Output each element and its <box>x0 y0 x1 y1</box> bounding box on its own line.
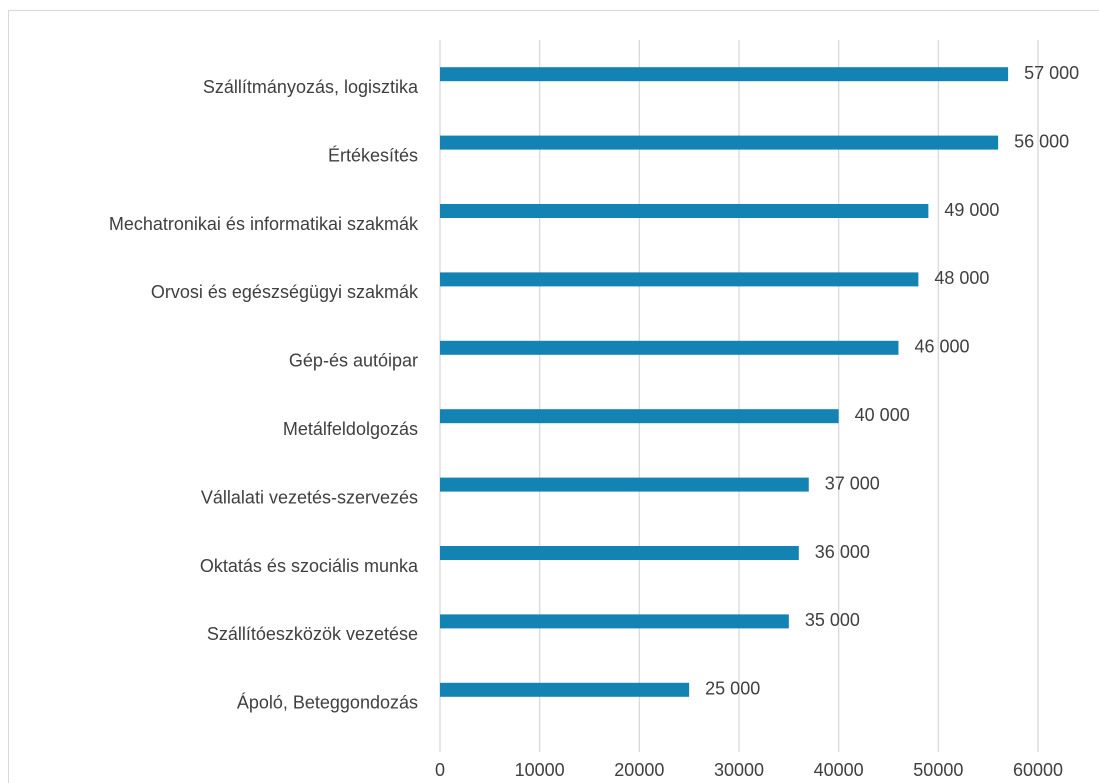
value-label: 36 000 <box>815 542 870 562</box>
value-label: 25 000 <box>705 679 760 699</box>
y-tick-label: Szállítmányozás, logisztika <box>203 77 419 97</box>
x-tick-label: 50000 <box>913 760 963 780</box>
value-label: 40 000 <box>855 405 910 425</box>
x-tick-label: 0 <box>435 760 445 780</box>
y-tick-label: Ápoló, Beteggondozás <box>237 693 418 713</box>
value-label: 35 000 <box>805 610 860 630</box>
bar <box>440 204 929 218</box>
y-tick-label: Mechatronikai és informatikai szakmák <box>109 214 419 234</box>
bar <box>440 477 809 492</box>
value-label: 56 000 <box>1014 131 1069 151</box>
bar <box>440 682 690 697</box>
y-tick-label: Szállítóeszközök vezetése <box>207 624 418 644</box>
bar <box>440 67 1009 82</box>
y-tick-label: Metálfeldolgozás <box>283 419 418 439</box>
chart-frame <box>8 10 1099 783</box>
y-tick-label: Orvosi és egészségügyi szakmák <box>151 282 419 302</box>
bar <box>440 614 789 629</box>
x-tick-label: 20000 <box>614 760 664 780</box>
x-tick-label: 40000 <box>814 760 864 780</box>
x-tick-label: 10000 <box>515 760 565 780</box>
value-label: 57 000 <box>1024 63 1079 83</box>
value-label: 49 000 <box>944 200 999 220</box>
bar <box>440 135 999 150</box>
y-tick-label: Vállalati vezetés-szervezés <box>201 487 418 507</box>
bar <box>440 546 799 560</box>
bar <box>440 409 839 424</box>
bar <box>440 340 899 355</box>
value-label: 48 000 <box>934 268 989 288</box>
bar <box>440 272 919 287</box>
y-tick-label: Értékesítés <box>328 145 418 165</box>
value-label: 37 000 <box>825 473 880 493</box>
y-tick-label: Gép-és autóipar <box>289 351 418 371</box>
value-label: 46 000 <box>914 337 969 357</box>
x-tick-label: 60000 <box>1013 760 1063 780</box>
x-tick-label: 30000 <box>714 760 764 780</box>
y-tick-label: Oktatás és szociális munka <box>200 556 419 576</box>
